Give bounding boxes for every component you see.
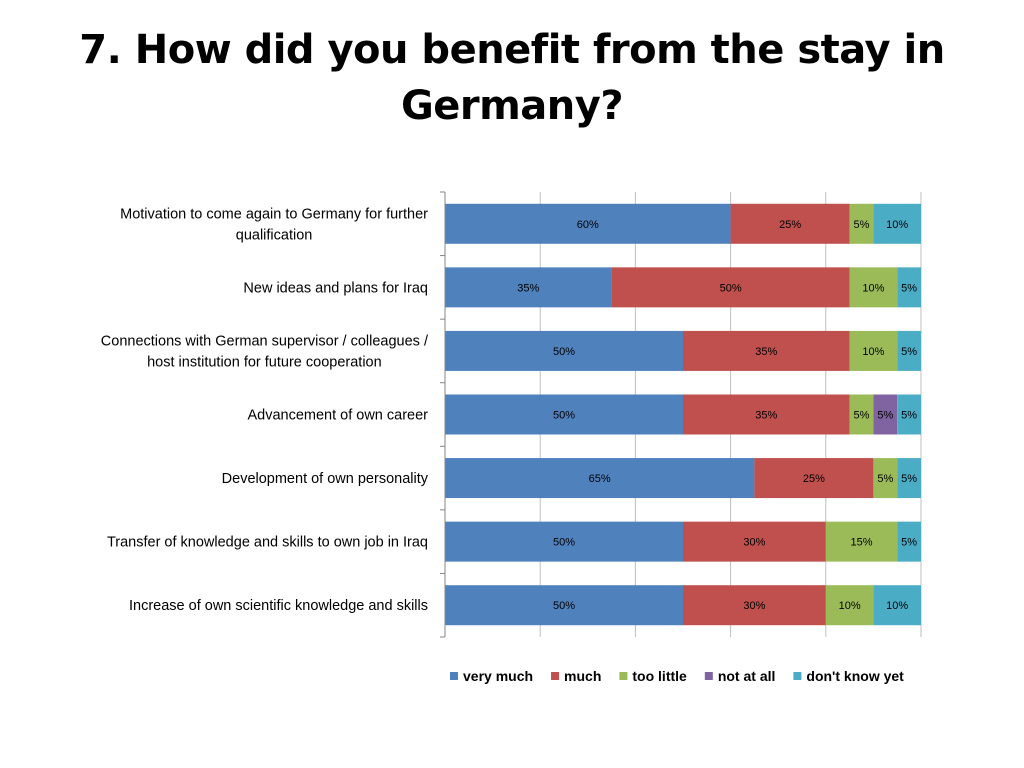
page-title: 7. How did you benefit from the stay in …: [0, 22, 1024, 134]
bar-segment-too-little: [873, 458, 898, 499]
bar-segment-much: [754, 458, 874, 499]
bar-segment-very-much: [445, 458, 755, 499]
legend-label: much: [564, 668, 601, 684]
legend-swatch: [450, 672, 458, 680]
legend-label: not at all: [718, 668, 776, 684]
data-label: 50%: [720, 282, 742, 294]
data-label: 5%: [901, 473, 917, 485]
data-label: 10%: [839, 600, 861, 612]
data-label: 10%: [886, 600, 908, 612]
bar-segment-too-little: [849, 330, 898, 371]
data-label: 5%: [901, 537, 917, 549]
data-label: 5%: [901, 410, 917, 422]
bar-segment-very-much: [445, 267, 612, 308]
bar-segment-don-t-know-yet: [897, 394, 921, 435]
category-label: qualification: [236, 227, 313, 243]
bar-segment-very-much: [445, 521, 683, 562]
data-label: 10%: [862, 346, 884, 358]
data-label: 5%: [854, 219, 870, 231]
bar-segment-much: [683, 521, 826, 562]
bar-segment-don-t-know-yet: [897, 521, 921, 562]
title-line-1: 7. How did you benefit from the stay in: [79, 27, 945, 73]
bar-segment-too-little: [849, 267, 898, 308]
bar-segment-much: [683, 330, 850, 371]
category-label: host institution for future cooperation: [147, 354, 382, 370]
data-label: 5%: [877, 473, 893, 485]
category-label: Advancement of own career: [247, 408, 428, 424]
data-label: 15%: [850, 537, 872, 549]
data-label: 60%: [577, 219, 599, 231]
bar-segment-don-t-know-yet: [873, 203, 921, 244]
data-label: 25%: [779, 219, 801, 231]
data-label: 35%: [517, 282, 539, 294]
data-label: 5%: [877, 410, 893, 422]
data-label: 35%: [755, 346, 777, 358]
bar-segment-not-at-all: [873, 394, 898, 435]
bar-segment-very-much: [445, 394, 683, 435]
bar-segment-very-much: [445, 330, 683, 371]
data-label: 5%: [901, 282, 917, 294]
bar-segment-much: [683, 394, 850, 435]
bar-segment-don-t-know-yet: [873, 585, 921, 626]
legend-swatch: [704, 672, 713, 680]
data-label: 25%: [803, 473, 825, 485]
category-label: Motivation to come again to Germany for …: [120, 206, 428, 222]
legend-label: very much: [463, 668, 533, 684]
data-label: 10%: [862, 282, 884, 294]
data-label: 50%: [553, 410, 575, 422]
bar-segment-very-much: [445, 203, 731, 244]
bar-segment-too-little: [825, 521, 898, 562]
legend-swatch: [551, 672, 560, 680]
bar-segment-too-little: [825, 585, 874, 626]
bar-segment-too-little: [849, 203, 874, 244]
bar-segment-too-little: [849, 394, 874, 435]
category-label: New ideas and plans for Iraq: [243, 280, 428, 296]
data-label: 30%: [743, 537, 765, 549]
legend-swatch: [619, 672, 628, 680]
data-label: 35%: [755, 410, 777, 422]
data-label: 5%: [854, 410, 870, 422]
bar-segment-much: [730, 203, 850, 244]
data-label: 50%: [553, 346, 575, 358]
data-label: 10%: [886, 219, 908, 231]
category-label: Increase of own scientific knowledge and…: [129, 598, 428, 614]
data-label: 5%: [901, 346, 917, 358]
data-label: 30%: [743, 600, 765, 612]
category-label: Development of own personality: [222, 471, 429, 487]
data-label: 50%: [553, 537, 575, 549]
category-label: Connections with German supervisor / col…: [101, 333, 429, 349]
bar-segment-very-much: [445, 585, 683, 626]
bar-segment-much: [611, 267, 850, 308]
bar-segment-don-t-know-yet: [897, 267, 921, 308]
bar-segment-don-t-know-yet: [897, 330, 921, 371]
legend-swatch: [793, 672, 802, 680]
legend-label: don't know yet: [806, 668, 904, 684]
bar-segment-don-t-know-yet: [897, 458, 921, 499]
data-label: 50%: [553, 600, 575, 612]
data-label: 65%: [589, 473, 611, 485]
category-label: Transfer of knowledge and skills to own …: [107, 535, 428, 551]
legend-label: too little: [632, 668, 687, 684]
title-line-2: Germany?: [400, 83, 624, 129]
bar-segment-much: [683, 585, 826, 626]
